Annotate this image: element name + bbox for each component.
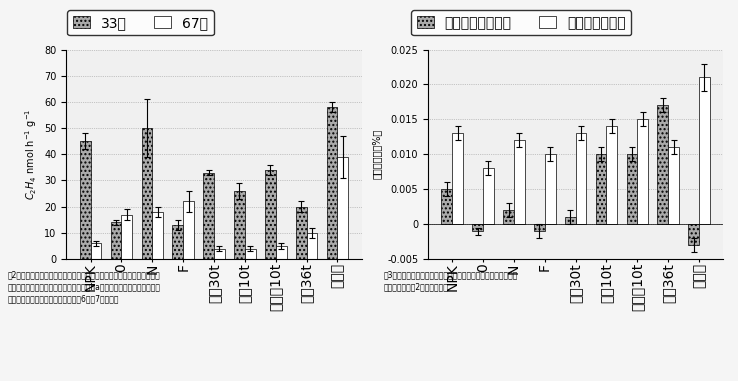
Bar xyxy=(327,107,337,259)
Bar xyxy=(576,133,587,224)
Text: 図2　土壌管理の違いによるアセチレン還元能の変動（セルロース添加）
（三要素試験区と有機物適用区：数字はha当たりの施用量、長期転換畑
土壌での比較。アセチレン: 図2 土壌管理の違いによるアセチレン還元能の変動（セルロース添加） （三要素試験… xyxy=(7,271,160,303)
Bar xyxy=(245,248,255,259)
Bar xyxy=(627,154,638,224)
Bar xyxy=(658,106,668,224)
Bar xyxy=(668,147,679,224)
Bar xyxy=(452,133,463,224)
Bar xyxy=(234,191,245,259)
Bar xyxy=(514,140,525,224)
Bar xyxy=(699,77,710,224)
Bar xyxy=(503,210,514,224)
Bar xyxy=(276,246,286,259)
Bar xyxy=(203,173,214,259)
Bar xyxy=(689,224,699,245)
Bar xyxy=(152,212,163,259)
Bar xyxy=(607,126,617,224)
Bar xyxy=(214,248,225,259)
Y-axis label: 窒素富化量（%）: 窒素富化量（%） xyxy=(372,129,382,179)
Bar xyxy=(565,217,576,224)
Y-axis label: $C_2H_4$ nmol h$^{-1}$ g$^{-1}$: $C_2H_4$ nmol h$^{-1}$ g$^{-1}$ xyxy=(23,109,39,200)
Bar xyxy=(596,154,607,224)
Bar xyxy=(296,207,306,259)
Bar xyxy=(91,243,101,259)
Bar xyxy=(472,224,483,231)
Bar xyxy=(534,224,545,231)
Bar xyxy=(111,223,122,259)
Bar xyxy=(122,215,132,259)
Bar xyxy=(337,157,348,259)
Bar xyxy=(306,233,317,259)
Bar xyxy=(441,189,452,224)
Bar xyxy=(483,168,494,224)
Legend: セルロース無添加, セルロース添加: セルロース無添加, セルロース添加 xyxy=(411,10,632,35)
Bar xyxy=(142,128,152,259)
Legend: 33日, 67日: 33日, 67日 xyxy=(67,10,214,35)
Bar xyxy=(545,154,556,224)
Bar xyxy=(173,225,183,259)
Bar xyxy=(638,119,648,224)
Bar xyxy=(80,141,91,259)
Text: 図3　土壌管理の違いによる水稲作付期間中の窒素富化量の変化
（土壌管理は図2と同じ処理）: 図3 土壌管理の違いによる水稲作付期間中の窒素富化量の変化 （土壌管理は図2と同… xyxy=(384,271,518,291)
Bar xyxy=(265,170,276,259)
Bar xyxy=(183,202,194,259)
